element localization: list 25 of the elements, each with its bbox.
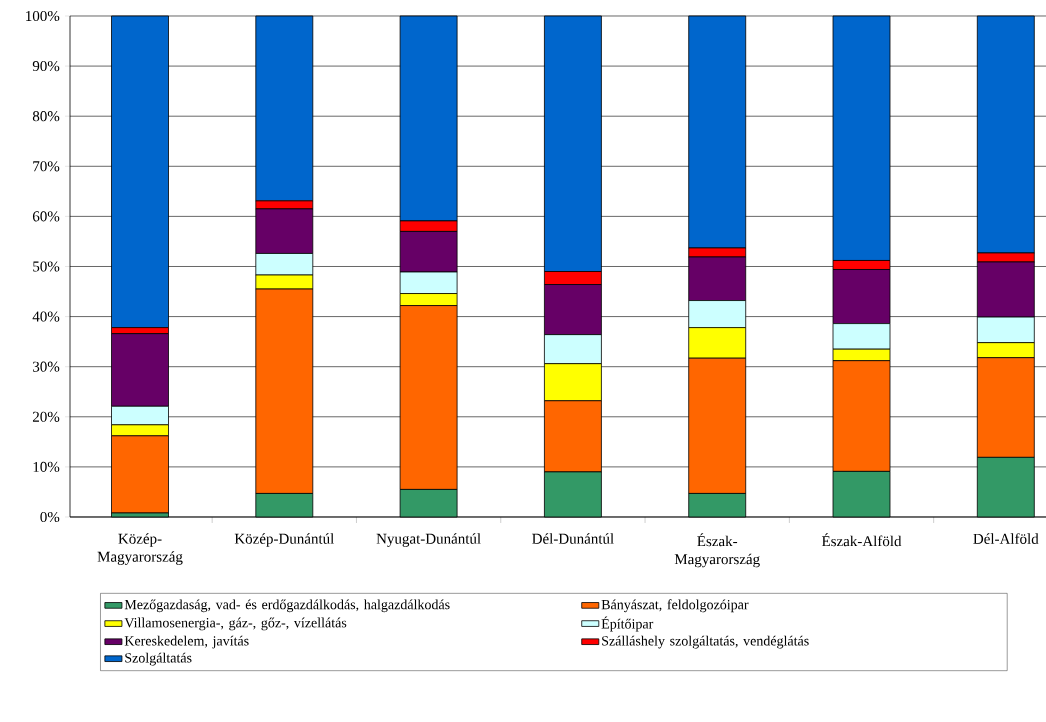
y-tick-label: 100% (26, 10, 60, 22)
legend-label: Szálláshely szolgáltatás, vendéglátás (602, 635, 809, 649)
x-tick-label: Dél-Dunántúl (532, 533, 614, 544)
legend-label: Mezőgazdaság, vad- és erdőgazdálkodás, halgazdálkodás (124, 599, 450, 613)
legend-label: Építőipar (601, 616, 654, 632)
legend-label: Kereskedelem, javítás (124, 635, 249, 649)
x-tick-label: Dél-Alföld (973, 533, 1039, 544)
y-tick-label: 80% (32, 111, 60, 122)
y-tick-label: 10% (33, 461, 60, 472)
legend-label: Bányászat, feldolgozóipar (601, 599, 749, 613)
y-tick-label: 30% (33, 361, 60, 372)
y-tick-label: 20% (32, 411, 60, 422)
x-tick-label: Észak-Alföld (821, 533, 902, 547)
x-tick-label: Közép-Dunántúl (234, 533, 334, 547)
x-tick-label: Közép-Magyarország (97, 533, 183, 565)
y-tick-label: 60% (32, 211, 60, 222)
y-tick-label: 90% (32, 61, 60, 72)
y-tick-label: 0% (40, 511, 60, 523)
legend-label: Szolgáltatás (125, 652, 192, 666)
x-tick-label: Észak-Magyarország (674, 533, 760, 568)
y-tick-label: 70% (33, 161, 60, 172)
legend-label: Villamosenergia-, gáz-, gőz-, vízellátás (124, 617, 347, 631)
y-tick-label: 50% (33, 261, 60, 272)
x-tick-label: Nyugat-Dunántúl (376, 533, 481, 547)
y-tick-label: 40% (32, 311, 60, 322)
